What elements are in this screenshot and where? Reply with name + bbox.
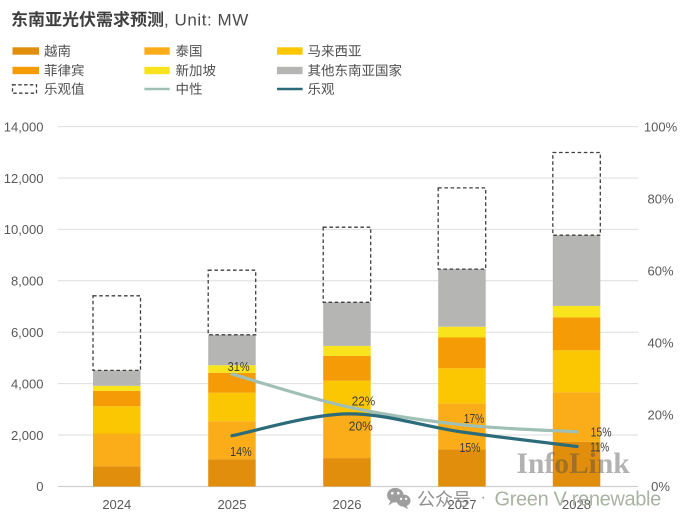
svg-text:8,000: 8,000 xyxy=(11,274,44,289)
svg-text:4,000: 4,000 xyxy=(11,376,44,391)
svg-text:·: · xyxy=(481,489,486,506)
svg-text:40%: 40% xyxy=(647,335,673,350)
svg-text:2026: 2026 xyxy=(333,497,362,512)
svg-text:, Unit: MW: , Unit: MW xyxy=(164,11,249,30)
svg-text:17%: 17% xyxy=(464,412,485,426)
svg-text:80%: 80% xyxy=(647,191,673,206)
svg-text:11%: 11% xyxy=(590,441,609,455)
svg-text:10,000: 10,000 xyxy=(4,222,44,237)
svg-text:20%: 20% xyxy=(647,407,673,422)
svg-text:2027: 2027 xyxy=(448,497,477,512)
svg-text:60%: 60% xyxy=(647,263,673,278)
svg-text:15%: 15% xyxy=(591,425,612,439)
svg-text:6,000: 6,000 xyxy=(11,325,44,340)
svg-text:2,000: 2,000 xyxy=(11,428,44,443)
svg-text:2025: 2025 xyxy=(218,497,247,512)
svg-text:31%: 31% xyxy=(228,360,250,374)
svg-text:2024: 2024 xyxy=(102,497,131,512)
svg-text:14,000: 14,000 xyxy=(4,119,44,134)
svg-text:Green V renewable: Green V renewable xyxy=(495,489,662,511)
svg-text:22%: 22% xyxy=(352,394,376,408)
svg-text:2028: 2028 xyxy=(562,497,591,512)
svg-text:0%: 0% xyxy=(651,479,670,494)
svg-text:100%: 100% xyxy=(644,119,678,134)
svg-text:InfoLink: InfoLink xyxy=(517,448,631,480)
svg-text:0: 0 xyxy=(36,479,43,494)
svg-text:14%: 14% xyxy=(230,445,252,459)
svg-text:15%: 15% xyxy=(460,441,481,455)
svg-text:12,000: 12,000 xyxy=(4,171,44,186)
svg-text:20%: 20% xyxy=(349,420,373,434)
